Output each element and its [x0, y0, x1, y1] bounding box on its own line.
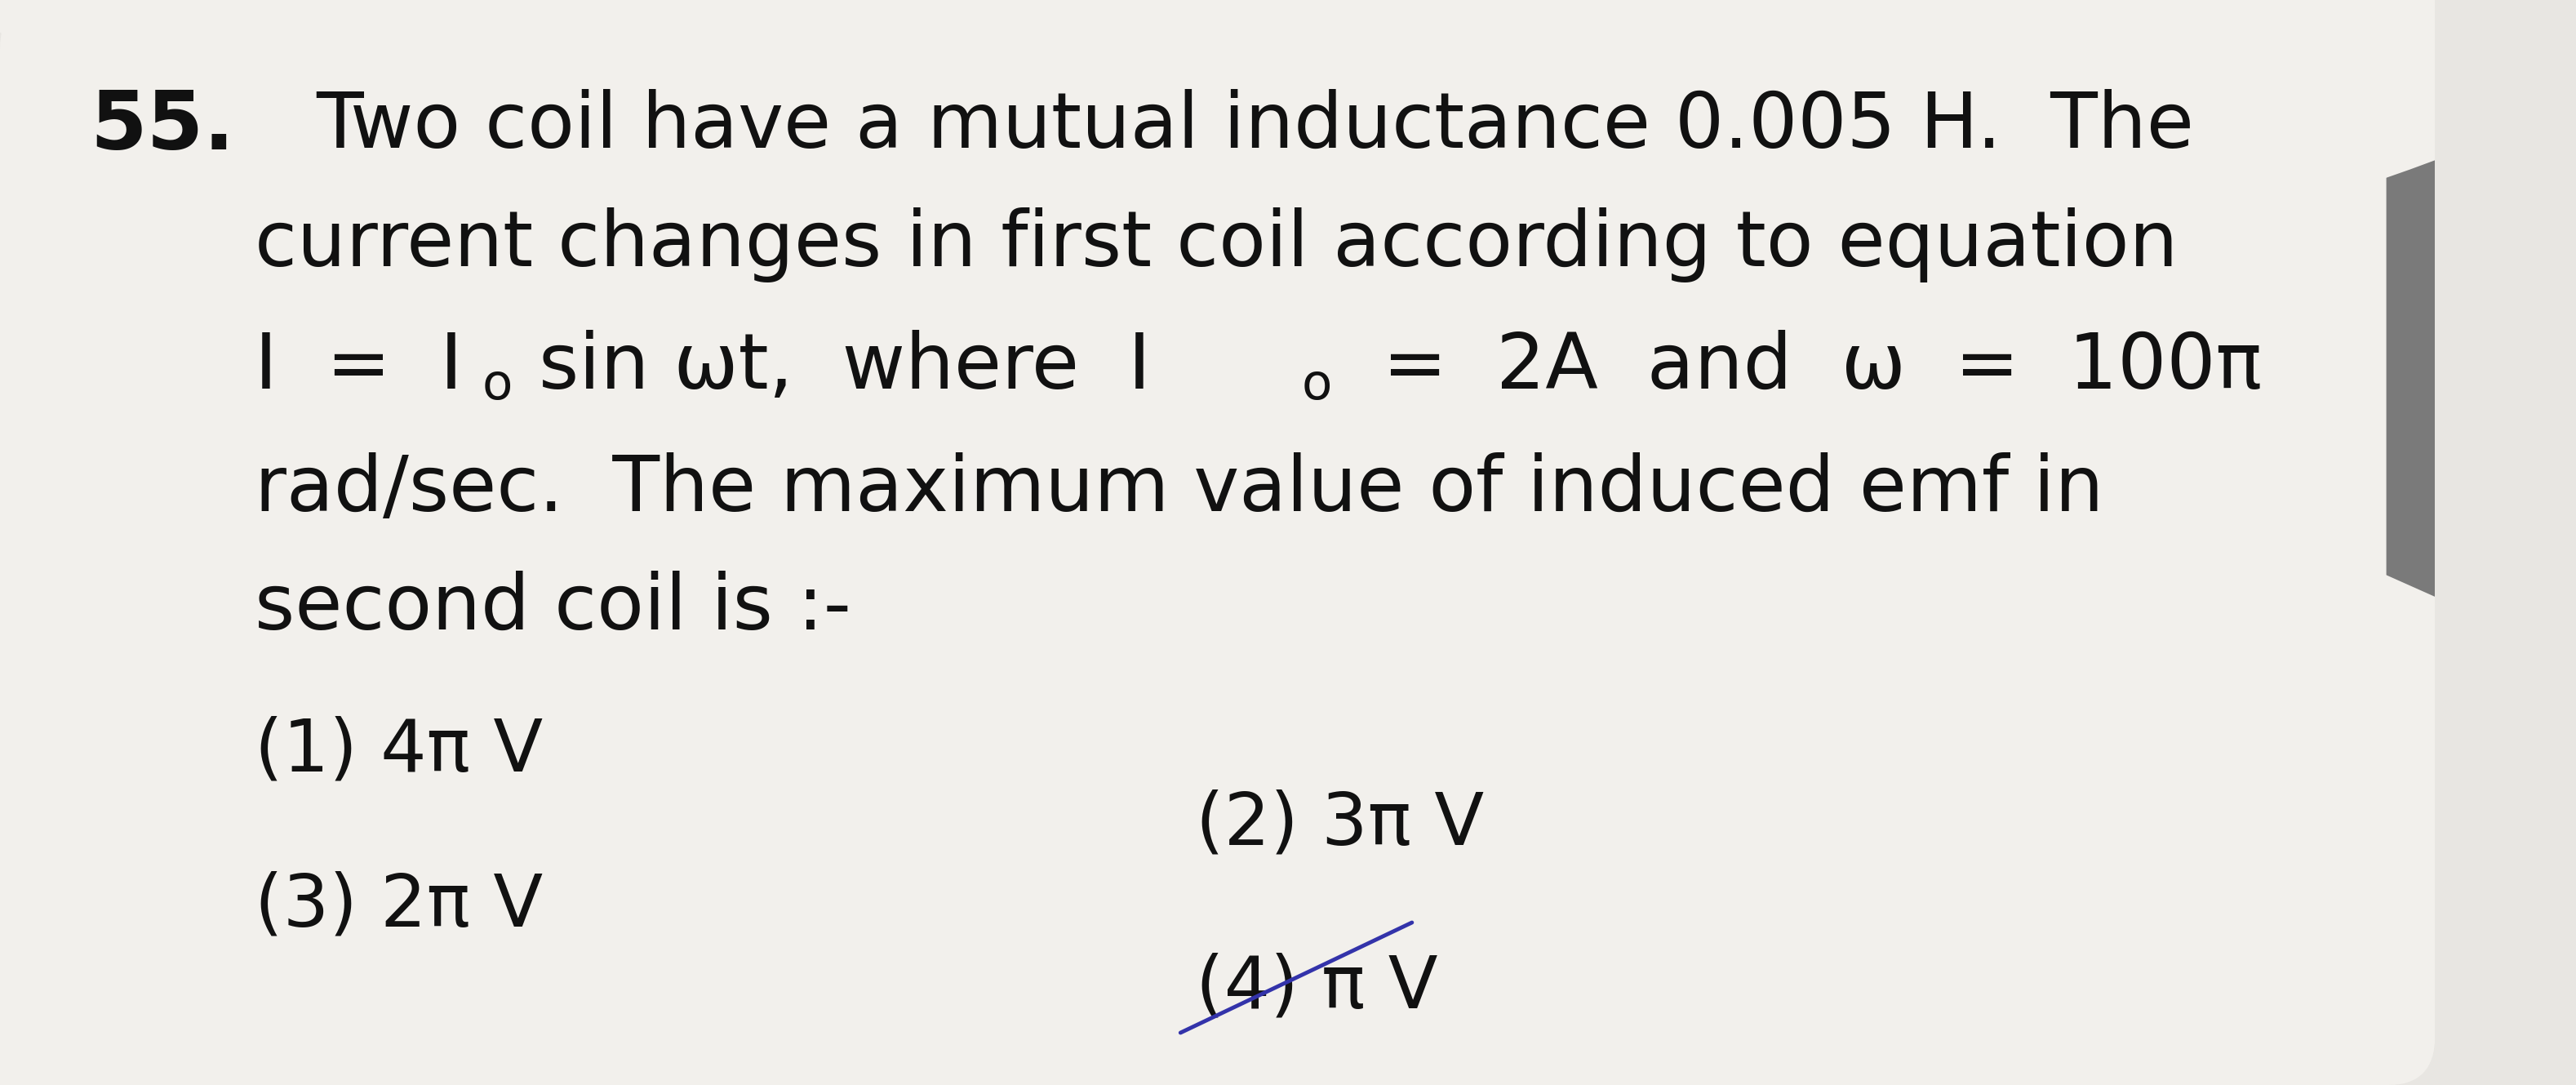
Text: rad/sec.  The maximum value of induced emf in: rad/sec. The maximum value of induced em… [255, 452, 2105, 527]
Text: 55.: 55. [90, 87, 234, 166]
Text: (3) 2π V: (3) 2π V [255, 870, 544, 942]
Text: Two coil have a mutual inductance 0.005 H.  The: Two coil have a mutual inductance 0.005 … [317, 89, 2195, 164]
FancyBboxPatch shape [0, 41, 2385, 1085]
Text: (4) π V: (4) π V [1195, 953, 1437, 1023]
Text: current changes in first coil according to equation: current changes in first coil according … [255, 207, 2177, 282]
Text: I  =  I: I = I [255, 330, 464, 405]
Ellipse shape [0, 0, 2576, 326]
Text: sin ωt,  where  I: sin ωt, where I [515, 330, 1151, 405]
Text: o: o [482, 361, 513, 409]
Text: (1) 4π V: (1) 4π V [255, 716, 544, 787]
FancyBboxPatch shape [0, 0, 2434, 1085]
Text: (2) 3π V: (2) 3π V [1195, 789, 1484, 860]
Text: =  2A  and  ω  =  100π: = 2A and ω = 100π [1334, 330, 2262, 405]
Text: o: o [1301, 361, 1332, 409]
Polygon shape [1267, 0, 2434, 597]
Text: second coil is :-: second coil is :- [255, 571, 850, 646]
